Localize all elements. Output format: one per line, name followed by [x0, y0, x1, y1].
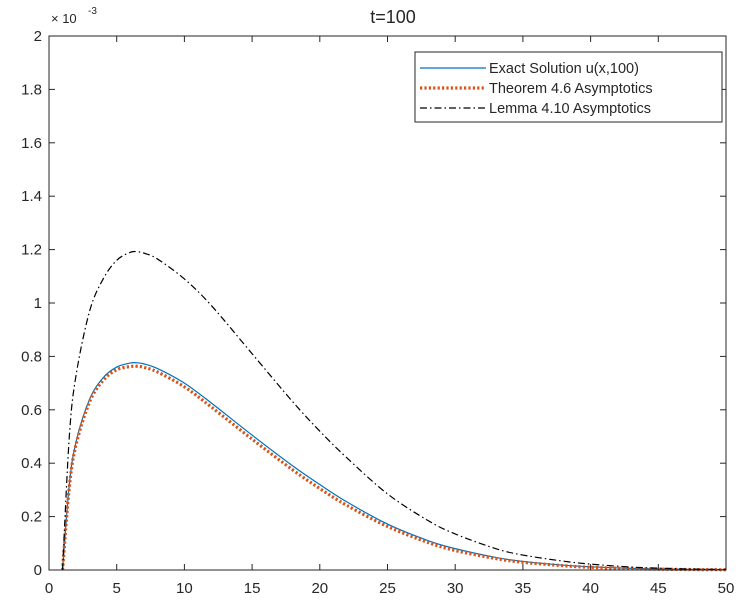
y-tick-label: 1	[34, 295, 42, 312]
y-tick-label: 0.4	[21, 455, 42, 472]
x-tick-label: 25	[379, 580, 396, 597]
legend-label-2: Theorem 4.6 Asymptotics	[489, 81, 653, 97]
series-line-2	[60, 364, 727, 572]
series-line-3	[61, 250, 727, 571]
x-tick-label: 50	[718, 580, 735, 597]
y-tick-label: 1.8	[21, 81, 42, 98]
x-tick-label: 30	[447, 580, 464, 597]
legend: Exact Solution u(x,100) Theorem 4.6 Asymp…	[414, 51, 723, 123]
plot-area	[60, 250, 727, 572]
y-tick-label: 1.6	[21, 135, 42, 152]
x-tick-label: 35	[515, 580, 532, 597]
legend-label-1: Exact Solution u(x,100)	[489, 61, 639, 77]
y-tick-label: 0.8	[21, 348, 42, 365]
y-tick-label: 1.2	[21, 242, 42, 259]
legend-label-3: Lemma 4.10 Asymptotics	[489, 101, 651, 117]
y-axis-exponent: × 10 -3	[51, 6, 97, 26]
y-axis-exponent-base: × 10	[51, 11, 77, 26]
chart-title: t=100	[370, 7, 416, 27]
series-line-1	[61, 362, 727, 571]
axes: 0 5 10 15 20 25 30 35 40 45 50 0 0.2 0.4 0.6 0.8 1 1.2 1.4…	[21, 28, 734, 597]
x-tick-label: 15	[244, 580, 261, 597]
x-tick-label: 0	[45, 580, 53, 597]
x-tick-label: 5	[113, 580, 121, 597]
x-tick-label: 10	[176, 580, 193, 597]
y-tick-label: 1.4	[21, 188, 42, 205]
y-tick-label: 0	[34, 562, 42, 579]
x-tick-label: 20	[311, 580, 328, 597]
x-tick-label: 45	[650, 580, 667, 597]
x-tick-label: 40	[582, 580, 599, 597]
y-tick-label: 0.2	[21, 509, 42, 526]
y-tick-label: 0.6	[21, 402, 42, 419]
y-tick-label: 2	[34, 28, 42, 45]
y-axis-exponent-power: -3	[88, 6, 97, 17]
